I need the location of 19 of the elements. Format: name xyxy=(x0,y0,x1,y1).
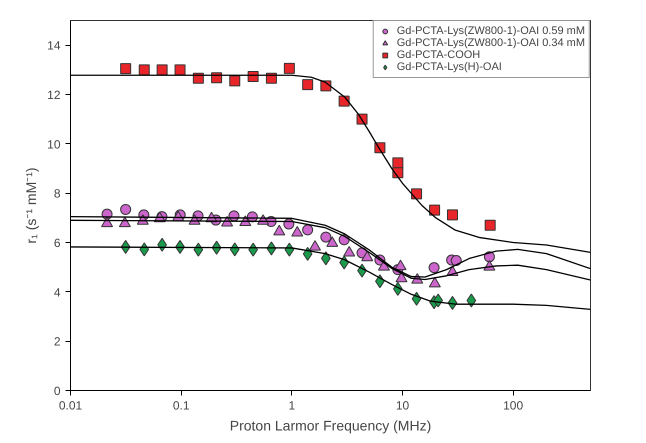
legend-label: Gd-PCTA-COOH xyxy=(396,49,480,61)
x-tick-label: 0.1 xyxy=(172,398,190,412)
y-axis-title: r₁ (s⁻¹ mM⁻¹) xyxy=(23,167,40,244)
legend-label: Gd-PCTA-Lys(ZW800-1)-OAI 0.34 mM xyxy=(396,37,585,49)
y-tick-label: 0 xyxy=(54,384,61,398)
x-tick-label: 10 xyxy=(396,398,410,412)
y-tick-label: 8 xyxy=(54,186,61,201)
x-tick-label: 0.01 xyxy=(58,398,83,412)
y-tick-label: 10 xyxy=(47,137,61,152)
x-tick-label: 100 xyxy=(503,398,524,412)
y-tick-label: 2 xyxy=(54,334,61,349)
y-tick-label: 6 xyxy=(54,236,61,250)
legend-label: Gd-PCTA-Lys(ZW800-1)-OAI 0.59 mM xyxy=(396,25,585,37)
y-tick-label: 14 xyxy=(47,38,61,53)
x-axis-title: Proton Larmor Frequency (MHz) xyxy=(230,418,432,434)
y-tick-label: 4 xyxy=(54,285,61,300)
x-tick-label: 1 xyxy=(288,398,296,412)
y-tick-label: 12 xyxy=(47,88,61,102)
legend-label: Gd-PCTA-Lys(H)-OAI xyxy=(396,61,502,73)
